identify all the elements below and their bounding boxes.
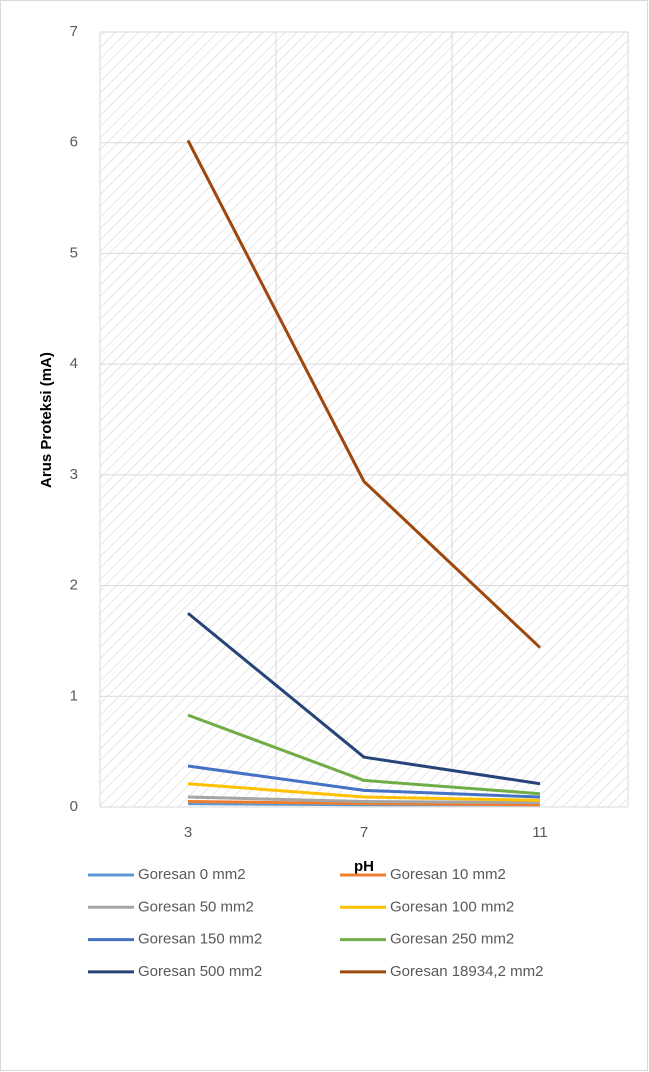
x-tick-label: 11 (532, 824, 548, 841)
legend-label: Goresan 18934,2 mm2 (390, 963, 543, 980)
legend-label: Goresan 150 mm2 (138, 931, 262, 948)
x-tick-label: 3 (184, 824, 192, 841)
y-tick-label: 3 (70, 466, 78, 483)
legend-label: Goresan 0 mm2 (138, 866, 246, 883)
legend-label: Goresan 500 mm2 (138, 963, 262, 980)
y-tick-label: 5 (70, 244, 78, 261)
legend-label: Goresan 50 mm2 (138, 898, 254, 915)
y-tick-label: 2 (70, 577, 78, 594)
y-tick-label: 6 (70, 134, 78, 151)
legend-label: Goresan 10 mm2 (390, 866, 506, 883)
y-tick-label: 0 (70, 798, 78, 815)
y-tick-label: 4 (70, 355, 78, 372)
y-axis-title: Arus Proteksi (mA) (38, 352, 55, 488)
legend-label: Goresan 250 mm2 (390, 931, 514, 948)
chart: Arus Proteksi (mA) pH 0 1 2 3 4 5 6 7 3 7 11 Goresa… (0, 0, 649, 1072)
y-tick-label: 7 (70, 23, 78, 40)
plot-area (100, 32, 628, 807)
y-tick-label: 1 (70, 687, 78, 704)
x-axis-title: pH (354, 858, 374, 875)
x-tick-label: 7 (360, 824, 368, 841)
legend-label: Goresan 100 mm2 (390, 898, 514, 915)
